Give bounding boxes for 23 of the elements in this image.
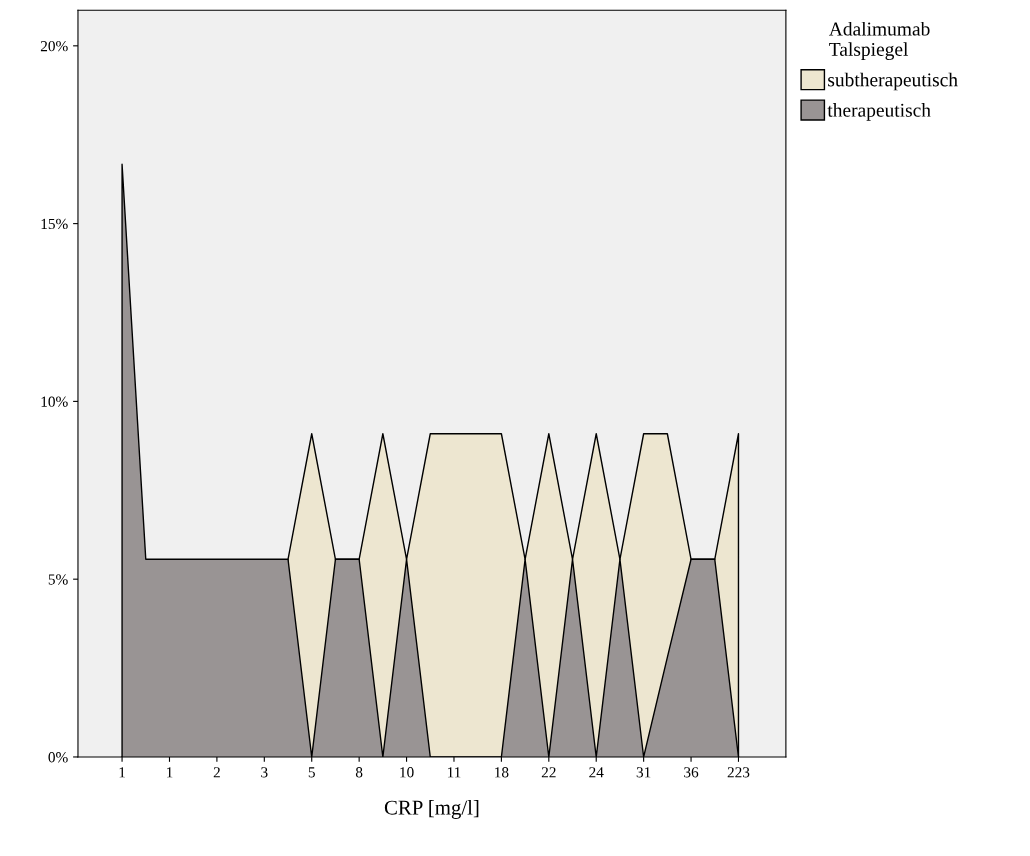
x-tick-label: 5 bbox=[308, 767, 315, 778]
x-axis-title: CRP [mg/l] bbox=[384, 799, 479, 819]
x-tick-label: 22 bbox=[541, 767, 556, 778]
y-tick-label: 5% bbox=[48, 574, 68, 585]
x-tick-label: 18 bbox=[495, 767, 509, 778]
legend-label: therapeutisch bbox=[827, 103, 931, 121]
legend-title: Adalimumab Talspiegel bbox=[828, 21, 930, 60]
x-tick-label: 1 bbox=[167, 767, 173, 778]
x-tick-label: 11 bbox=[447, 767, 461, 778]
x-tick-label: 8 bbox=[355, 767, 363, 778]
y-tick-label: 20% bbox=[40, 40, 68, 52]
x-tick-label: 36 bbox=[684, 767, 699, 778]
x-tick-label: 10 bbox=[400, 767, 414, 778]
x-tick-label: 3 bbox=[261, 767, 268, 778]
y-tick-label: 0% bbox=[48, 752, 68, 763]
x-tick-label: 31 bbox=[636, 767, 651, 778]
x-tick-label: 24 bbox=[589, 767, 604, 778]
y-tick-label: 10% bbox=[41, 396, 68, 407]
x-tick-label: 223 bbox=[727, 767, 750, 778]
x-tick-label: 2 bbox=[213, 767, 220, 778]
y-tick-label: 15% bbox=[41, 218, 68, 230]
legend-label: subtherapeutisch bbox=[828, 72, 958, 91]
x-tick-label: 1 bbox=[119, 767, 125, 778]
